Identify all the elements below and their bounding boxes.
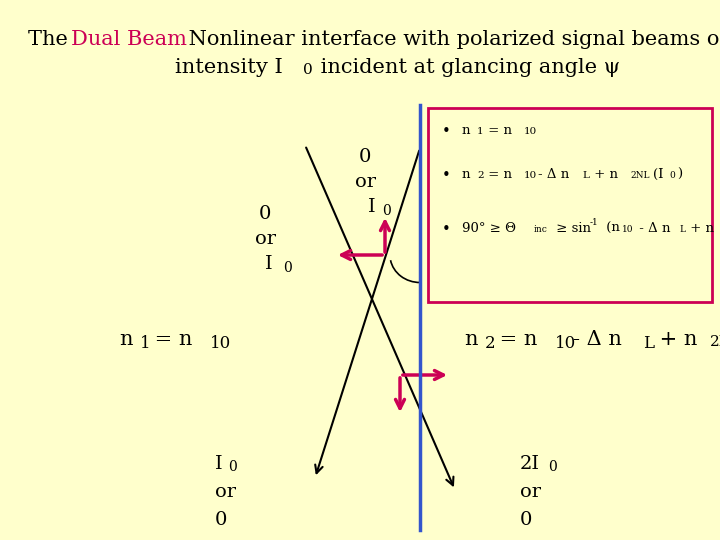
Text: intensity I: intensity I [175, 58, 283, 77]
Text: - Δ n: - Δ n [635, 222, 675, 235]
Text: 10: 10 [622, 225, 634, 234]
Text: 0: 0 [520, 511, 532, 529]
Text: 2NL: 2NL [710, 335, 720, 349]
Text: -1: -1 [590, 218, 599, 227]
Text: L: L [679, 225, 685, 234]
Text: 0: 0 [382, 204, 391, 218]
Text: 0: 0 [258, 205, 271, 223]
Text: Nonlinear interface with polarized signal beams of: Nonlinear interface with polarized signa… [182, 30, 720, 49]
Text: Dual Beam: Dual Beam [71, 30, 187, 49]
Text: 2: 2 [485, 335, 495, 352]
Text: 0: 0 [548, 460, 557, 474]
Text: or: or [520, 483, 541, 501]
Text: ψ: ψ [428, 250, 442, 268]
Text: L: L [582, 171, 589, 180]
Text: = n: = n [484, 168, 516, 181]
Text: inc: inc [534, 225, 548, 234]
Text: - Δ n: - Δ n [573, 330, 629, 349]
Text: L: L [643, 335, 654, 352]
Text: or: or [254, 230, 276, 248]
Text: = n: = n [148, 330, 199, 349]
Text: 0: 0 [283, 261, 292, 275]
Text: 10: 10 [524, 127, 537, 136]
Text: incident at glancing angle ψ: incident at glancing angle ψ [314, 58, 620, 77]
Text: = n: = n [484, 124, 516, 137]
Text: + n: + n [686, 222, 719, 235]
Text: 2I: 2I [520, 455, 540, 473]
Text: + n: + n [653, 330, 704, 349]
Text: (I: (I [653, 168, 664, 181]
Text: 2: 2 [477, 171, 484, 180]
Text: ≥ sin: ≥ sin [552, 222, 591, 235]
Text: n: n [462, 168, 474, 181]
Text: ): ) [677, 168, 682, 181]
Text: = n: = n [493, 330, 544, 349]
Text: I: I [368, 198, 376, 216]
Text: n: n [462, 124, 474, 137]
Text: 1: 1 [477, 127, 484, 136]
Text: 0: 0 [303, 63, 312, 77]
Text: •: • [442, 222, 451, 237]
Text: 1: 1 [140, 335, 150, 352]
Text: 10: 10 [555, 335, 576, 352]
Text: 10: 10 [524, 171, 537, 180]
Text: n: n [120, 330, 140, 349]
Text: or: or [215, 483, 236, 501]
Text: The: The [28, 30, 74, 49]
Text: 0: 0 [359, 148, 372, 166]
Text: 0: 0 [215, 511, 228, 529]
Text: n: n [465, 330, 485, 349]
Text: •: • [442, 124, 451, 139]
Text: 0: 0 [669, 171, 675, 180]
Text: I: I [265, 255, 273, 273]
Text: (n: (n [602, 222, 620, 235]
Text: •: • [442, 168, 451, 183]
Text: 90° ≥ Θ: 90° ≥ Θ [462, 222, 516, 235]
Text: 2NL: 2NL [630, 171, 649, 180]
Text: or: or [354, 173, 376, 191]
Text: I: I [215, 455, 222, 473]
FancyBboxPatch shape [428, 108, 712, 302]
Text: 10: 10 [210, 335, 231, 352]
Text: 0: 0 [228, 460, 237, 474]
Text: - Δ n: - Δ n [538, 168, 574, 181]
Text: + n: + n [590, 168, 622, 181]
